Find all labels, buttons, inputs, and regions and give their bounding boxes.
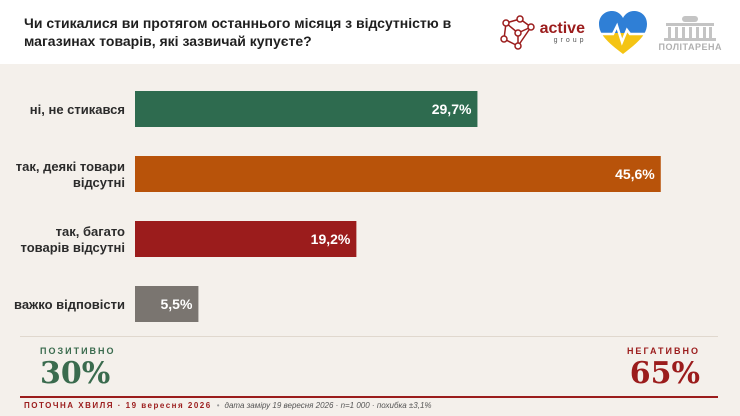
- value-label: 45,6%: [615, 166, 655, 182]
- header: Чи стикалися ви протягом останнього міся…: [0, 0, 740, 64]
- politarena-logo: ПОЛІТАРЕНА: [659, 14, 723, 52]
- logo-group-text: group: [553, 37, 587, 44]
- footer-meta: дата заміру 19 вересня 2026 · n=1 000 · …: [224, 401, 432, 410]
- bar: [135, 156, 661, 192]
- footer-wave: ПОТОЧНА ХВИЛЯ · 19 вересня 2026: [24, 401, 212, 410]
- question-title: Чи стикалися ви протягом останнього міся…: [24, 15, 452, 49]
- negative-label: НЕГАТИВНО: [626, 346, 700, 356]
- bar: [135, 91, 478, 127]
- bar-chart: ні, не стикався 29,7% так, деякі товари від…: [14, 91, 661, 322]
- positive-label: ПОЗИТИВНО: [40, 346, 116, 356]
- summary-divider: [20, 336, 718, 337]
- negative-value: 65%: [629, 356, 700, 391]
- active-group-logo: active group: [498, 13, 587, 53]
- footer-separator: •: [216, 401, 220, 410]
- network-icon: [499, 15, 535, 50]
- value-label: 19,2%: [311, 231, 351, 247]
- positive-value: 30%: [40, 356, 111, 391]
- category-label: так, багато товарів відсутні: [21, 224, 126, 255]
- bar: [135, 221, 357, 257]
- logo-politarena-text: ПОЛІТАРЕНА: [658, 42, 722, 52]
- bar: [135, 286, 199, 322]
- building-icon: [664, 16, 717, 41]
- value-label: 5,5%: [160, 296, 192, 312]
- logos: active group: [498, 8, 722, 58]
- value-label: 29,7%: [432, 101, 472, 117]
- logo-active-text: active: [539, 20, 585, 37]
- footer: ПОТОЧНА ХВИЛЯ · 19 вересня 2026 • дата зам…: [24, 401, 432, 410]
- heart-icon: [598, 11, 647, 54]
- category-label: так, деякі товари відсутні: [16, 159, 125, 190]
- category-label: ні, не стикався: [30, 102, 125, 117]
- category-label: важко відповісти: [14, 297, 125, 312]
- footer-rule: [20, 396, 718, 398]
